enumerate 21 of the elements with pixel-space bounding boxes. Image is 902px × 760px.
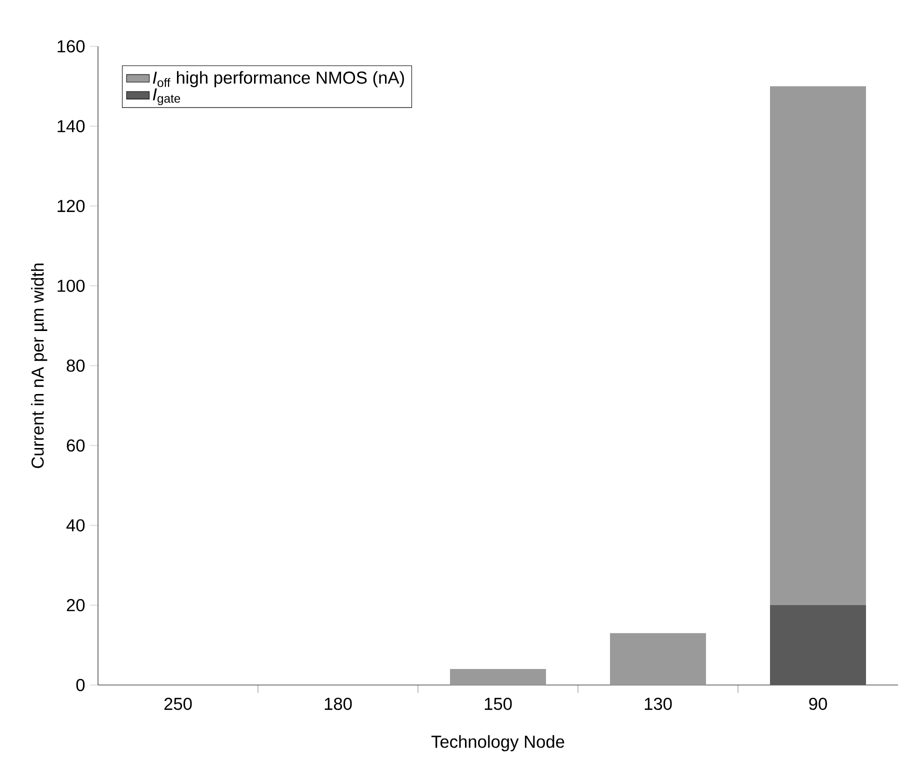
x-tick-label: 90 xyxy=(809,698,827,710)
y-tick-label: 40 xyxy=(66,519,85,532)
x-tick-label: 130 xyxy=(644,698,672,710)
legend-label: I$_{gate}$ xyxy=(152,88,180,106)
legend-label: I$_{off}$ high performance NMOS (nA) xyxy=(152,71,404,88)
y-tick-label: 160 xyxy=(58,40,85,52)
bar xyxy=(770,605,866,685)
y-tick-label: 120 xyxy=(58,200,85,212)
y-tick-label: 20 xyxy=(66,599,85,612)
bar xyxy=(450,669,546,685)
y-tick-label: 0 xyxy=(76,678,85,692)
y-tick-label: 140 xyxy=(58,120,85,132)
x-tick-label: 250 xyxy=(164,698,192,710)
y-tick-label: 60 xyxy=(66,439,85,452)
x-tick-label: 180 xyxy=(324,698,352,710)
y-axis-title: Current in nA per µm width xyxy=(31,264,48,468)
bar xyxy=(610,633,706,685)
y-tick-label: 100 xyxy=(58,280,85,292)
x-tick-label: 150 xyxy=(484,698,512,710)
y-tick-label: 80 xyxy=(66,360,85,372)
x-axis-title: Technology Node xyxy=(431,735,564,752)
